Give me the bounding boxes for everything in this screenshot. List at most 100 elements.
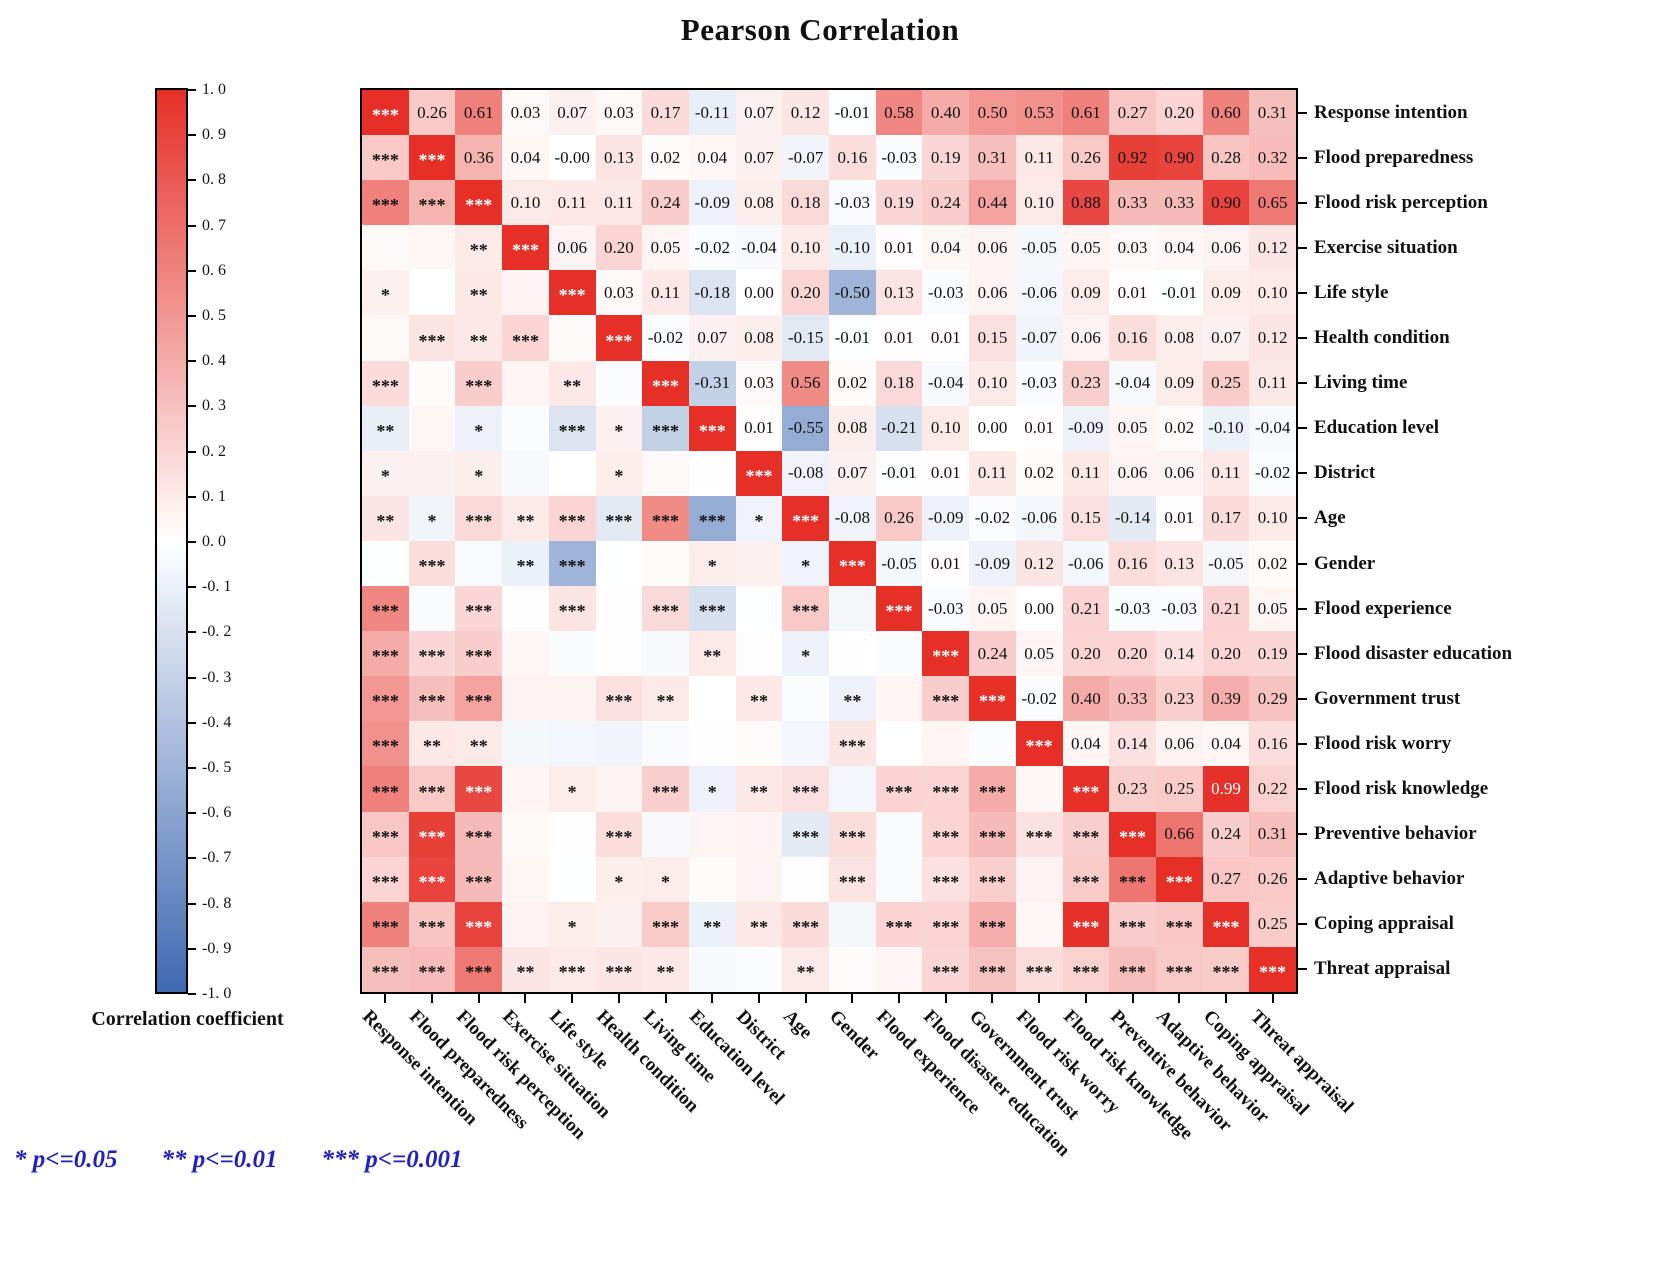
heatmap-cell: -0.02 [969, 495, 1016, 541]
heatmap-cell: 0.06 [1062, 315, 1110, 361]
heatmap-cell: 0.11 [595, 180, 643, 226]
y-axis-tick [1298, 517, 1307, 520]
heatmap-cell: 0.60 [1202, 90, 1250, 136]
heatmap-cell: *** [408, 901, 456, 947]
heatmap-cell: 0.21 [1062, 586, 1110, 632]
heatmap-cell: ** [362, 405, 409, 451]
heatmap-cell [735, 811, 783, 857]
heatmap-cell: *** [362, 811, 409, 857]
heatmap-cell [502, 631, 549, 677]
heatmap-cell [1015, 901, 1063, 947]
heatmap-cell [362, 225, 409, 271]
heatmap-cell: 0.19 [1249, 631, 1296, 677]
y-axis-tick [1298, 878, 1307, 881]
heatmap-cell: 0.01 [1109, 270, 1156, 316]
heatmap-cell: 0.01 [1155, 495, 1203, 541]
heatmap-cell: * [782, 631, 829, 677]
heatmap-cell: 0.11 [1062, 450, 1110, 496]
heatmap-cell: 0.14 [1109, 721, 1156, 767]
heatmap-cell [735, 631, 783, 677]
heatmap-cell: -0.03 [829, 180, 876, 226]
heatmap-cell: 0.53 [1015, 90, 1063, 136]
heatmap-cell: 0.25 [1155, 766, 1203, 812]
heatmap-cell: *** [875, 901, 923, 947]
heatmap-cell: -0.09 [969, 540, 1016, 587]
heatmap-cell: *** [782, 766, 829, 812]
heatmap-cell: 0.26 [408, 90, 456, 136]
heatmap-cell: 0.11 [548, 180, 596, 226]
colorbar-tick-label: 0. 6 [202, 261, 226, 279]
heatmap-cell: -0.09 [688, 180, 736, 226]
heatmap-cell: *** [1062, 766, 1110, 812]
heatmap-cell: -0.11 [688, 90, 736, 136]
heatmap-cell [735, 721, 783, 767]
heatmap-cell: ** [735, 766, 783, 812]
heatmap-cell: 0.20 [1062, 631, 1110, 677]
heatmap-cell: *** [595, 946, 643, 992]
heatmap-cell: -0.05 [1202, 540, 1250, 587]
heatmap-cell: *** [1062, 946, 1110, 992]
heatmap-cell: *** [875, 766, 923, 812]
heatmap-cell [875, 721, 923, 767]
chart-title: Pearson Correlation [680, 12, 960, 47]
heatmap-cell: * [408, 495, 456, 541]
heatmap-cell: *** [1155, 901, 1203, 947]
colorbar-tick [188, 676, 196, 679]
x-axis-tick [617, 994, 620, 1003]
heatmap-cell [875, 631, 923, 677]
y-axis-label: Flood risk worry [1314, 732, 1452, 754]
heatmap-cell: 0.07 [735, 90, 783, 136]
heatmap-cell: *** [969, 676, 1016, 722]
heatmap-cell [502, 721, 549, 767]
colorbar-tick-label: -0. 1 [202, 578, 232, 596]
heatmap-cell [408, 225, 456, 271]
x-axis-tick [944, 994, 947, 1003]
heatmap-cell: 0.03 [1109, 225, 1156, 271]
heatmap-cell [1015, 856, 1063, 902]
heatmap-cell: -0.08 [782, 450, 829, 496]
heatmap-cell: *** [408, 676, 456, 722]
y-axis-label: Exercise situation [1314, 236, 1458, 258]
heatmap-cell: 0.32 [1249, 135, 1296, 181]
heatmap-cell: *** [782, 586, 829, 632]
heatmap-cell: 0.11 [1249, 360, 1296, 406]
heatmap-cell [548, 315, 596, 361]
colorbar-tick [188, 224, 196, 227]
heatmap-cell [875, 676, 923, 722]
heatmap-cell: 0.03 [595, 270, 643, 316]
heatmap-cell: *** [502, 225, 549, 271]
y-axis-label: Gender [1314, 552, 1376, 574]
x-axis-tick [991, 994, 994, 1003]
heatmap-cell: 0.24 [969, 631, 1016, 677]
heatmap-cell: 0.04 [1202, 721, 1250, 767]
heatmap-cell: 0.44 [969, 180, 1016, 226]
heatmap-cell [688, 946, 736, 992]
heatmap-cell [502, 405, 549, 451]
heatmap-cell: *** [1109, 901, 1156, 947]
heatmap-cell [408, 450, 456, 496]
heatmap-cell: ** [735, 676, 783, 722]
heatmap-cell [782, 721, 829, 767]
heatmap-cell: *** [362, 766, 409, 812]
heatmap-cell: 0.58 [875, 90, 923, 136]
heatmap-cell: 0.10 [502, 180, 549, 226]
heatmap-cell: *** [922, 856, 970, 902]
heatmap-cell: ** [455, 270, 503, 316]
x-axis-tick [1084, 994, 1087, 1003]
heatmap-cell: 0.11 [1202, 450, 1250, 496]
heatmap-cell: 0.04 [688, 135, 736, 181]
heatmap-cell [502, 450, 549, 496]
heatmap-cell [829, 631, 876, 677]
heatmap-cell [642, 540, 689, 587]
heatmap-cell [595, 766, 643, 812]
heatmap-cell: 0.39 [1202, 676, 1250, 722]
heatmap-cell: 0.06 [969, 225, 1016, 271]
heatmap-cell: ** [735, 901, 783, 947]
colorbar-tick [188, 586, 196, 589]
heatmap-cell: 0.22 [1249, 766, 1296, 812]
colorbar-tick [188, 812, 196, 815]
y-axis-label: Life style [1314, 281, 1389, 303]
y-axis-label: Flood risk perception [1314, 191, 1488, 213]
heatmap-cell: * [642, 856, 689, 902]
heatmap-cell: ** [455, 315, 503, 361]
